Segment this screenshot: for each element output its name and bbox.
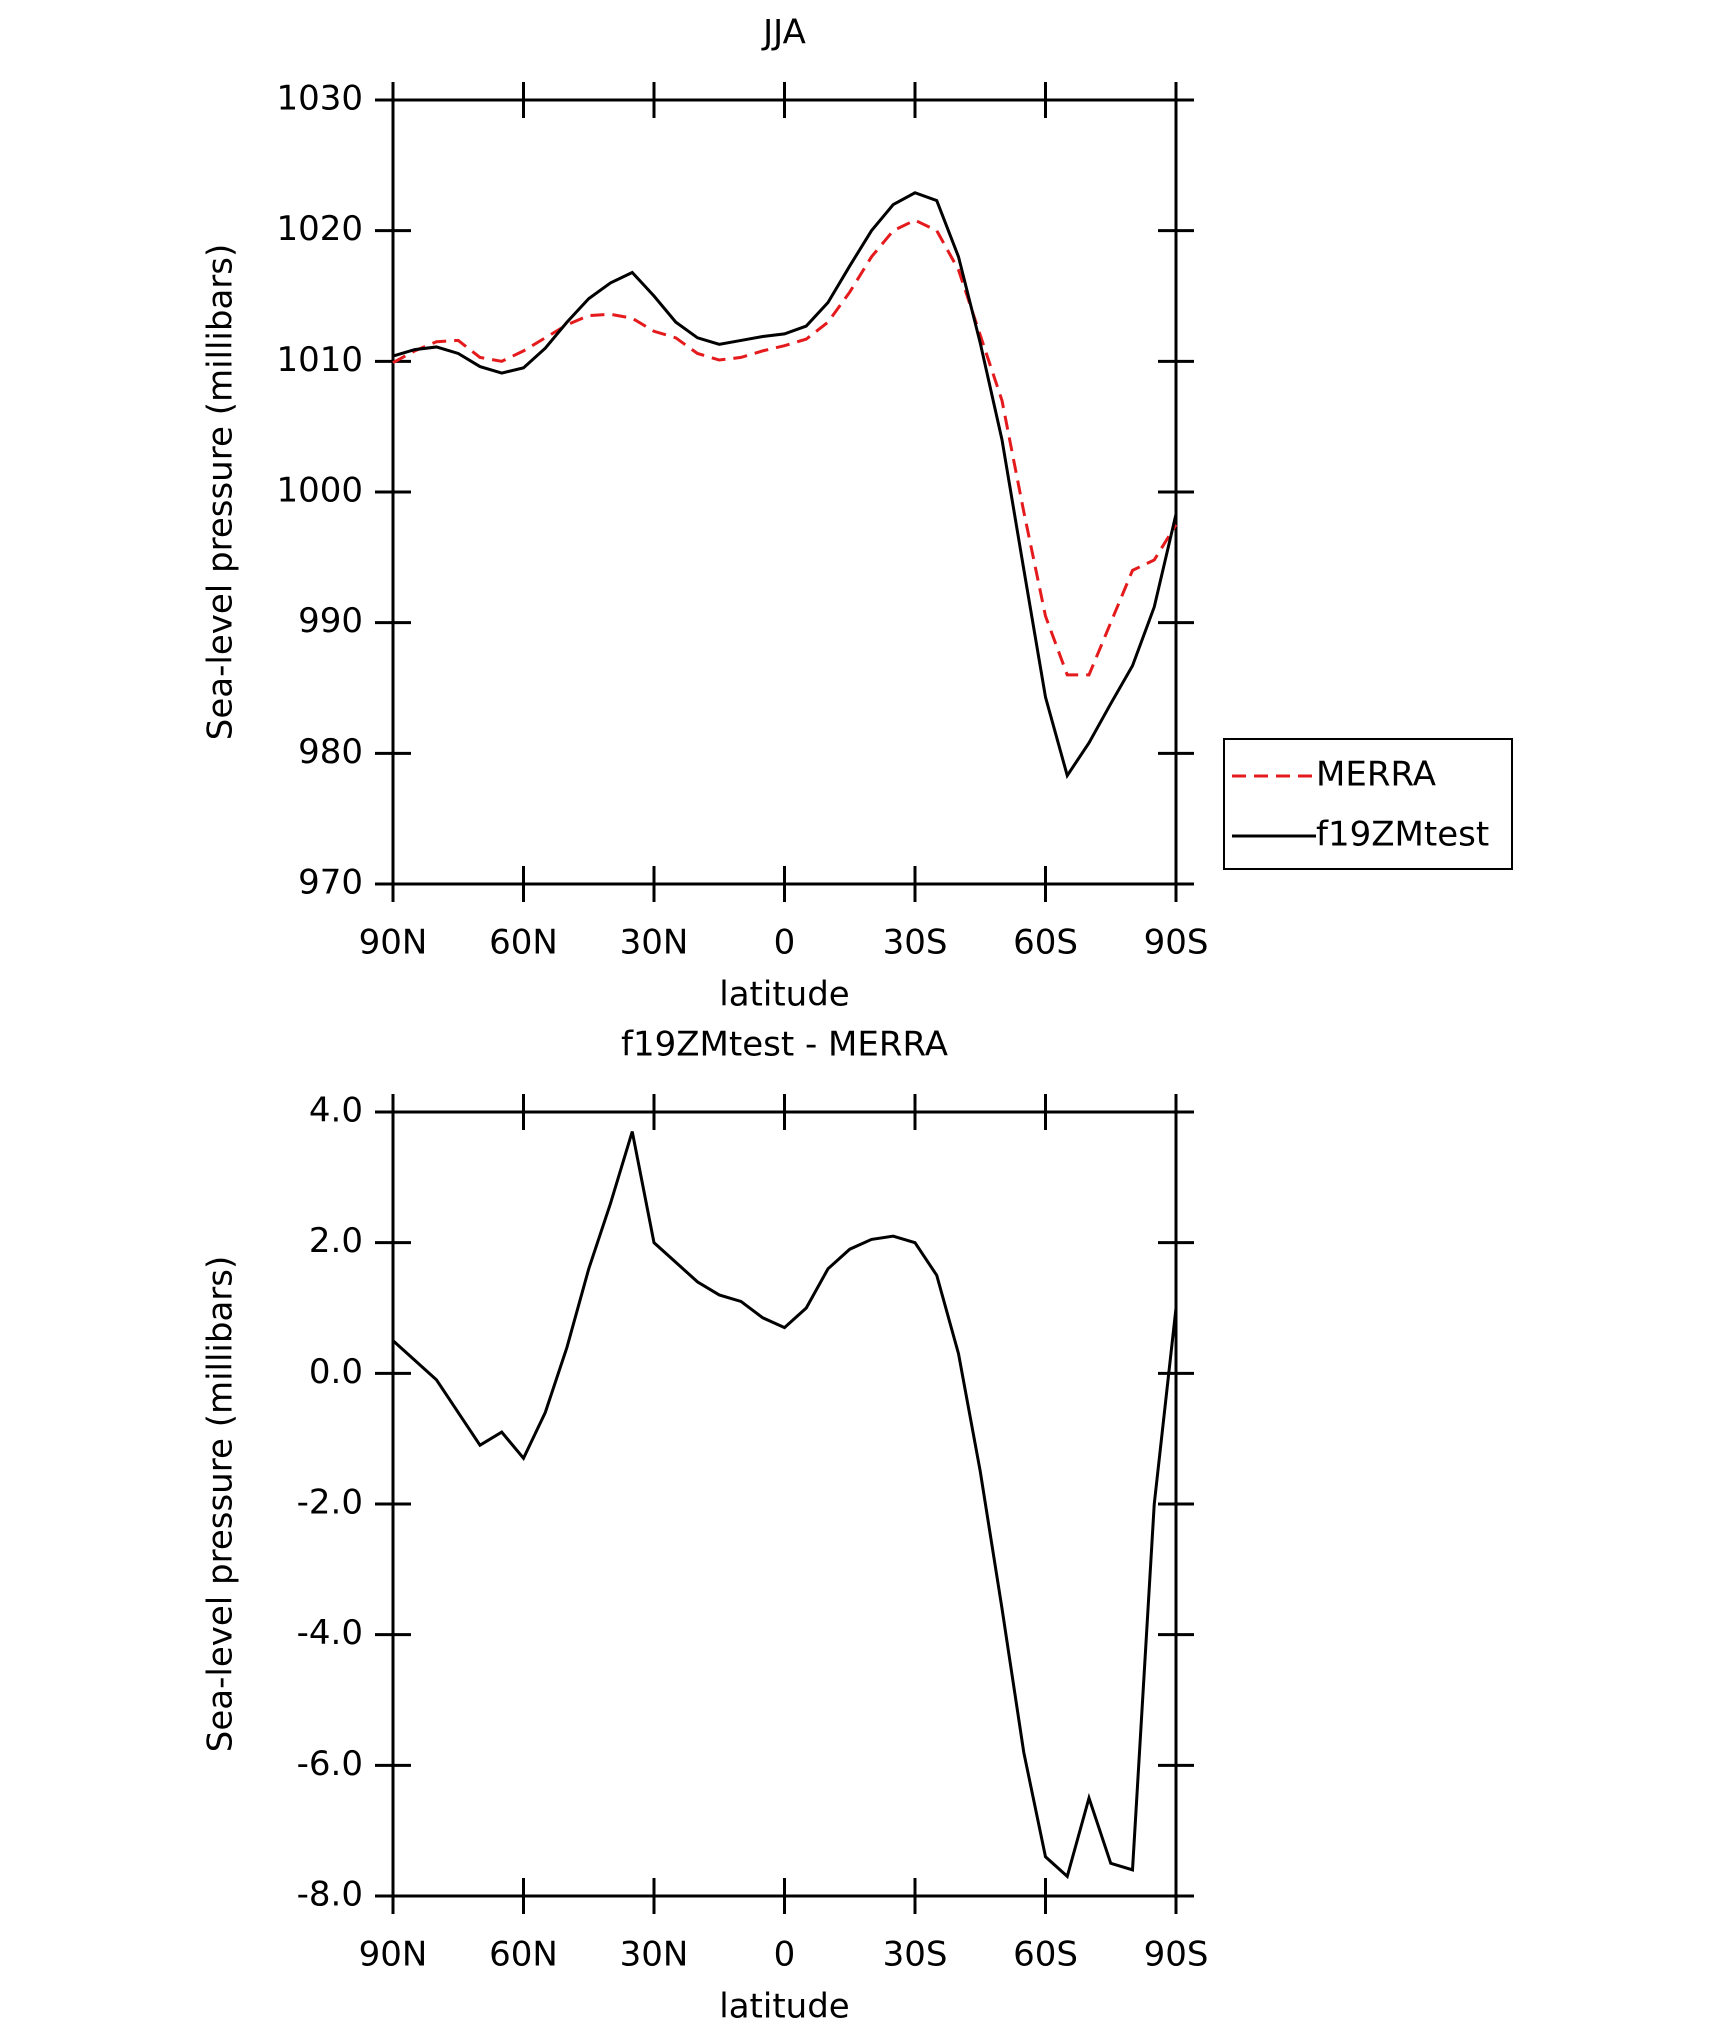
- plot-frame: [391, 1110, 1178, 1898]
- y-tick-label: 1030: [276, 79, 363, 119]
- y-tick-label: -4.0: [297, 1613, 363, 1653]
- data-line: [391, 1131, 1178, 1880]
- y-axis-label: Sea-level pressure (millibars): [201, 244, 241, 740]
- y-tick-label: 4.0: [309, 1091, 363, 1131]
- x-tick-label: 90S: [1144, 1935, 1209, 1975]
- legend-label: f19ZMtest: [1316, 815, 1489, 855]
- y-tick-label: -2.0: [297, 1483, 363, 1523]
- chart-title: f19ZMtest - MERRA: [621, 1025, 948, 1065]
- x-tick-label: 60N: [489, 923, 558, 963]
- x-tick-label: 0: [774, 923, 796, 963]
- y-tick-label: 1010: [276, 340, 363, 380]
- data-line: [392, 218, 1178, 677]
- y-axis-label: Sea-level pressure (millibars): [201, 1256, 241, 1752]
- x-tick-label: 0: [774, 1935, 796, 1975]
- data-line: [392, 191, 1178, 780]
- x-tick-label: 30N: [620, 1935, 689, 1975]
- plot-frame: [391, 98, 1178, 886]
- x-tick-label: 30N: [620, 923, 689, 963]
- y-tick-label: 990: [298, 601, 363, 641]
- x-tick-label: 90S: [1144, 923, 1209, 963]
- y-tick-label: -6.0: [297, 1744, 363, 1784]
- x-tick-label: 60S: [1013, 1935, 1078, 1975]
- y-tick-label: 970: [298, 863, 363, 903]
- chart-title: JJA: [761, 13, 806, 53]
- x-axis-label: latitude: [719, 1987, 849, 2021]
- x-tick-label: 30S: [883, 923, 948, 963]
- x-tick-label: 90N: [359, 1935, 428, 1975]
- x-axis-label: latitude: [719, 975, 849, 1015]
- legend-label: MERRA: [1316, 755, 1436, 795]
- x-tick-label: 60S: [1013, 923, 1078, 963]
- x-tick-label: 90N: [359, 923, 428, 963]
- y-tick-label: 2.0: [309, 1221, 363, 1261]
- x-tick-label: 30S: [883, 1935, 948, 1975]
- y-tick-label: 1020: [276, 209, 363, 249]
- y-tick-label: 1000: [276, 471, 363, 511]
- y-tick-label: -8.0: [297, 1875, 363, 1915]
- y-tick-label: 980: [298, 732, 363, 772]
- y-tick-label: 0.0: [309, 1352, 363, 1392]
- legend-box: [1223, 738, 1513, 870]
- x-tick-label: 60N: [489, 1935, 558, 1975]
